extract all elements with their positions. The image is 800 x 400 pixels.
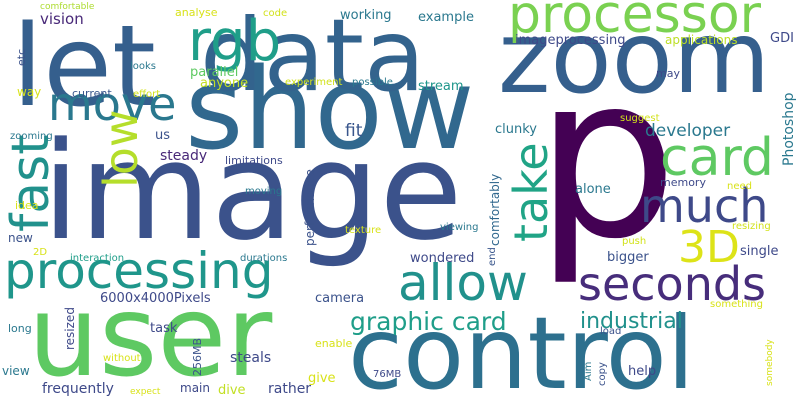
word: us	[155, 128, 170, 143]
word: steady	[160, 148, 207, 164]
word: anyone	[200, 76, 248, 91]
word: user	[28, 272, 273, 400]
word: single	[740, 244, 779, 259]
word: graphic card	[350, 307, 507, 336]
word: applications	[665, 33, 737, 47]
word: need	[727, 181, 752, 192]
word: push	[622, 236, 646, 247]
word: texture	[345, 225, 381, 236]
word: 256MB	[191, 338, 204, 376]
word: task	[150, 321, 178, 336]
word: may	[656, 67, 680, 80]
word: durations	[240, 253, 287, 264]
word: performance	[303, 169, 317, 246]
word: viewing	[440, 222, 479, 233]
word: resized	[63, 307, 77, 350]
word: show	[185, 45, 474, 175]
word: zoom	[498, 0, 770, 116]
word: camera	[315, 291, 364, 306]
word: let	[12, 2, 156, 132]
word: parallel	[190, 65, 238, 80]
word: control	[348, 295, 695, 400]
word: give	[308, 371, 336, 386]
word: limitations	[225, 154, 283, 167]
word: GDI	[770, 31, 794, 46]
word: alone	[575, 182, 611, 197]
word: interaction	[70, 253, 124, 264]
word: code	[263, 8, 287, 19]
word: load	[600, 326, 621, 337]
word: main	[180, 381, 210, 395]
word: suggest	[620, 113, 660, 124]
word: resizing	[732, 221, 771, 232]
word: rgb	[188, 9, 281, 74]
word: possible	[352, 77, 393, 88]
word: comfortable	[40, 2, 95, 12]
word: developer	[645, 121, 730, 141]
word: working	[340, 8, 392, 23]
word: imageprocessing	[515, 33, 626, 48]
word: p	[535, 27, 678, 289]
word: current	[72, 87, 112, 100]
word: data	[200, 0, 425, 114]
word: example	[418, 10, 474, 25]
word: steals	[230, 350, 271, 366]
word: copy	[597, 362, 608, 386]
word: dive	[218, 383, 246, 398]
word: Photoshop	[781, 92, 797, 166]
word: Aim	[583, 362, 594, 381]
word: seconds	[578, 257, 766, 311]
word: rather	[268, 381, 311, 397]
word: long	[8, 322, 32, 335]
word: moving	[245, 186, 282, 197]
word: idea	[15, 199, 39, 212]
word: etc	[15, 49, 28, 66]
word: experiment	[285, 77, 343, 88]
word: looks	[130, 61, 156, 72]
word: processor	[508, 0, 762, 45]
word: move	[48, 77, 176, 131]
word: wondered	[410, 251, 474, 266]
word: 76MB	[373, 369, 401, 380]
word: zooming	[10, 131, 53, 142]
word: effort	[133, 89, 160, 100]
word: vision	[40, 10, 84, 28]
word: fast	[1, 134, 61, 232]
word: 2D	[33, 247, 47, 258]
word: stream	[418, 79, 464, 94]
word: processing	[4, 242, 273, 300]
word: bigger	[607, 250, 649, 265]
word: without	[103, 353, 141, 364]
word: something	[710, 299, 763, 310]
word: analyse	[175, 6, 218, 19]
word: low	[94, 109, 148, 188]
word: memory	[660, 176, 706, 189]
word: 3D	[678, 222, 740, 273]
word: card	[660, 128, 774, 188]
word: fit	[345, 121, 363, 141]
word: image	[42, 113, 463, 270]
word: view	[2, 364, 30, 378]
word: frequently	[42, 381, 114, 397]
word: way	[17, 85, 41, 99]
word: much	[640, 179, 768, 233]
word: clunky	[495, 122, 537, 137]
word: take	[504, 142, 558, 242]
word: somebody	[765, 339, 775, 386]
word: industrial	[580, 309, 683, 334]
word: enable	[315, 337, 353, 350]
word: new	[8, 231, 33, 245]
word: end	[487, 247, 498, 266]
word: 6000x4000Pixels	[100, 291, 211, 306]
word: comfortably	[488, 174, 502, 246]
word: help	[628, 364, 656, 379]
word: expect	[130, 387, 161, 397]
word: allow	[398, 254, 528, 312]
